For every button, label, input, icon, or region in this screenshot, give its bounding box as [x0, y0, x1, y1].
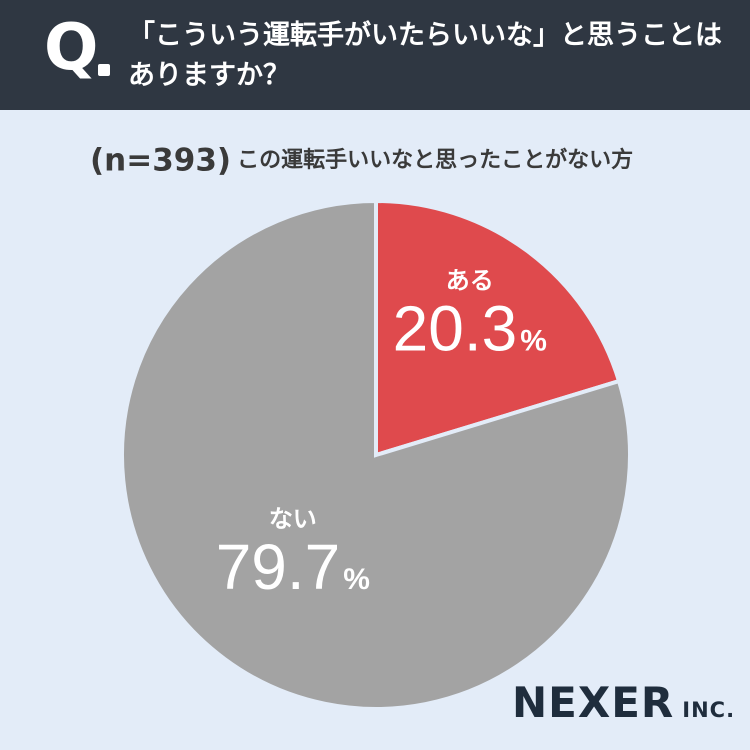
sample-size: (n=393)	[90, 142, 232, 179]
pie-slice-no	[120, 198, 632, 711]
chart-subtitle: (n=393) この運転手いいなと思ったことがない方	[90, 138, 633, 183]
slice-label-yes: ある	[446, 266, 494, 294]
pie-slice-yes	[374, 198, 622, 458]
slice-label-no: ない	[269, 505, 317, 533]
logo-sub: INC.	[682, 698, 736, 722]
slice-value-yes: 20.3%	[393, 292, 547, 364]
subtitle-text: この運転手いいなと思ったことがない方	[237, 147, 634, 173]
nexer-logo: NEXER INC.	[512, 682, 735, 724]
q-letter: Q	[44, 11, 99, 85]
logo-main: NEXER	[512, 678, 675, 727]
question-line-1: 「こういう運転手がいたらいいな」と思うことは	[128, 20, 722, 51]
q-dot	[98, 64, 110, 76]
question-header: Q 「こういう運転手がいたらいいな」と思うことは ありますか？	[0, 0, 750, 110]
slice-value-no: 79.7%	[216, 531, 370, 603]
question-line-2: ありますか？	[128, 60, 290, 91]
question-text: 「こういう運転手がいたらいいな」と思うことは ありますか？	[128, 16, 728, 96]
